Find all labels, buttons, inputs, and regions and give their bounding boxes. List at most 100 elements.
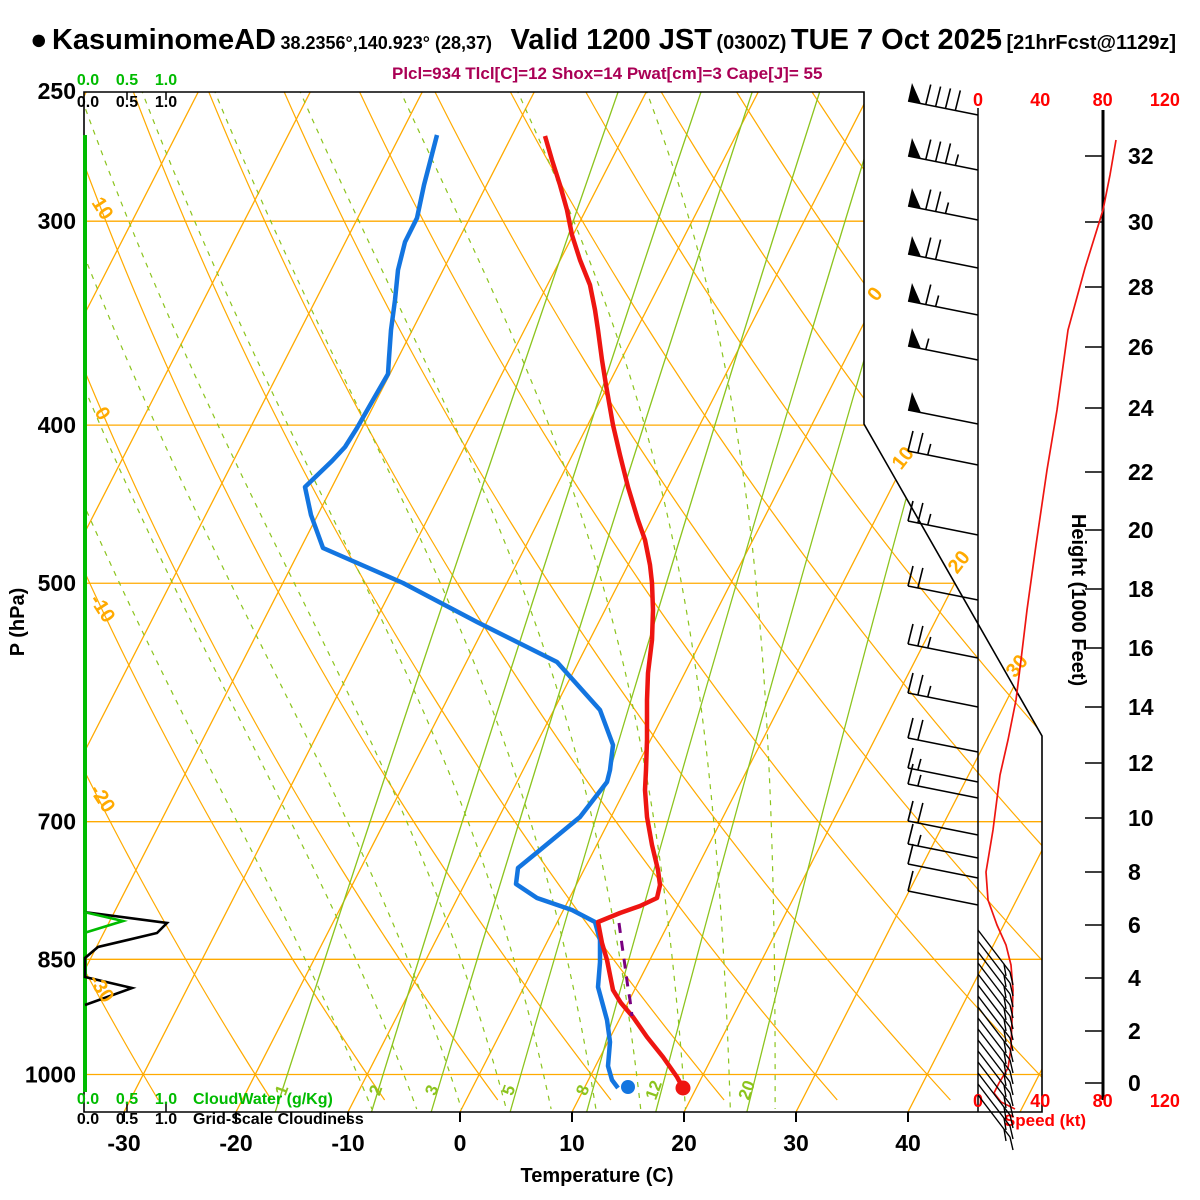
wind-barb-icon [977, 1050, 1014, 1107]
wind-barb-icon [907, 672, 979, 708]
speed-scale-bottom-label: 40 [1030, 1091, 1050, 1111]
wind-barb-icon [977, 1028, 1014, 1085]
height-tick-label: 22 [1128, 459, 1154, 485]
surface-dewpoint-dot [621, 1080, 635, 1094]
moist-adiabat-line [84, 92, 507, 1110]
dry-adiabat-line [585, 92, 1042, 1101]
speed-scale-top-label: 40 [1030, 90, 1050, 110]
temperature-tick-label: 10 [559, 1130, 585, 1156]
temperature-tick-label: 20 [671, 1130, 697, 1156]
mixing-ratio-value-label: 2 [365, 1082, 386, 1097]
wind-barb-icon [907, 623, 979, 659]
cloudwater-scale-top-label: 1.0 [155, 72, 177, 89]
height-tick-label: 26 [1128, 334, 1154, 360]
surface-temperature-dot [675, 1080, 691, 1096]
moist-adiabat-line [140, 92, 552, 1110]
isotherm-line [907, 92, 1042, 1112]
cloudwater-legend-label: CloudWater (g/Kg) [193, 1091, 333, 1108]
temperature-tick-label: -10 [331, 1130, 364, 1156]
wind-barb-icon [977, 929, 1014, 986]
pressure-tick-label: 300 [38, 208, 76, 234]
cloudwater-scale-top-label: 0.5 [116, 72, 138, 89]
pressure-axis-title: P (hPa) [7, 588, 29, 657]
dry-adiabat-line [1037, 92, 1042, 1101]
dry-adiabat-line [132, 92, 725, 1101]
wind-barb-icon [907, 747, 979, 783]
isotherm-line [84, 92, 199, 1112]
grid-scale-cloudiness-profile [83, 910, 170, 1007]
cloudwater-scale-top-label: 0.0 [77, 72, 99, 89]
valid-time: Valid 1200 JST [510, 24, 712, 56]
temperature-tick-label: -30 [107, 1130, 140, 1156]
temperature-tick-label: 40 [895, 1130, 921, 1156]
dry-adiabat-value-label: 0 [90, 403, 115, 424]
valid-time-z: (0300Z) [716, 32, 787, 54]
wind-barb-icon [907, 188, 979, 221]
mixing-ratio-value-label: 20 [735, 1078, 759, 1102]
parcel-path [617, 922, 634, 1017]
dry-adiabat-value-label: -20 [85, 781, 119, 817]
wind-barb-icon [977, 951, 1014, 1008]
mixing-ratio-line [509, 92, 821, 1112]
stability-indices: Plcl=934 Tlcl[C]=12 Shox=14 Pwat[cm]=3 C… [392, 64, 823, 83]
wind-barbs [907, 83, 1014, 1151]
station-coords: 38.2356°,140.923° (28,37) [280, 33, 492, 53]
isotherm-line [84, 92, 311, 1112]
wind-barb-icon [977, 1072, 1014, 1129]
station-name: KasuminomeAD [51, 24, 276, 56]
wind-barb-icon [907, 236, 979, 269]
mixing-ratio-value-label: 8 [572, 1082, 593, 1097]
mixing-ratio-line [430, 92, 753, 1112]
isotherm-line [235, 92, 759, 1112]
cloudiness-scale-top-label: 0.0 [77, 94, 99, 111]
dry-adiabat-line [84, 92, 272, 1101]
height-tick-label: 10 [1128, 805, 1154, 831]
dry-adiabat-line [283, 92, 951, 1101]
cloudiness-scale-bottom-label: 0.0 [77, 1111, 99, 1128]
wind-barb-icon [907, 843, 979, 879]
isotherm-value-label: 30 [1002, 651, 1033, 682]
isotherm-line [795, 92, 1042, 1112]
mixing-ratio-value-label: 12 [642, 1078, 666, 1102]
wind-barb-icon [977, 940, 1014, 997]
cloudiness-scale-top-label: 1.0 [155, 94, 177, 111]
wind-barb-icon [907, 763, 979, 799]
background-line-families [84, 92, 1042, 1112]
speed-scale-bottom-label: 0 [973, 1091, 983, 1111]
dry-adiabat-value-label: 10 [87, 193, 118, 224]
cloudwater-scale-bottom-label: 1.0 [155, 1091, 177, 1108]
wind-barb-icon [977, 1061, 1014, 1118]
speed-scale-bottom-label: 120 [1150, 1091, 1180, 1111]
dry-adiabat-line [84, 92, 499, 1101]
moist-adiabat-line [84, 92, 463, 1110]
mixing-ratio-line [586, 92, 886, 1112]
pressure-tick-label: 700 [38, 809, 76, 835]
mixing-ratio-value-label: 5 [498, 1082, 519, 1097]
wind-barb-icon [907, 392, 979, 425]
height-tick-label: 8 [1128, 859, 1141, 885]
isotherm-line [1019, 92, 1042, 1112]
cloudiness-scale-bottom-label: 0.5 [116, 1111, 138, 1128]
temperature-tick-label: 30 [783, 1130, 809, 1156]
cloud-water-profile [83, 910, 129, 935]
pressure-tick-label: 1000 [25, 1061, 76, 1087]
valid-date: TUE 7 Oct 2025 [790, 24, 1003, 56]
isotherm-line [683, 92, 1042, 1112]
moist-adiabat-line [515, 92, 731, 1110]
moist-adiabat-line [298, 92, 642, 1110]
speed-scale-top-label: 0 [973, 90, 983, 110]
temperature-axis-title: Temperature (C) [521, 1165, 674, 1187]
dry-adiabat-line [84, 92, 386, 1101]
dry-adiabat-value-label: -10 [85, 591, 119, 627]
wind-barb-icon [977, 984, 1014, 1041]
height-axis-title: Height (1000 Feet) [1067, 514, 1089, 686]
height-tick-label: 4 [1128, 965, 1141, 991]
speed-axis-title: Speed (kt) [1004, 1111, 1086, 1130]
wind-barb-icon [977, 1039, 1014, 1096]
cloudwater-scale-bottom-label: 0.5 [116, 1091, 138, 1108]
chart-title: ● KasuminomeAD 38.2356°,140.923° (28,37)… [30, 24, 1176, 57]
wind-barb-icon [907, 430, 979, 466]
isotherm-value-label: 10 [888, 443, 919, 474]
wind-barb-icon [907, 823, 979, 859]
